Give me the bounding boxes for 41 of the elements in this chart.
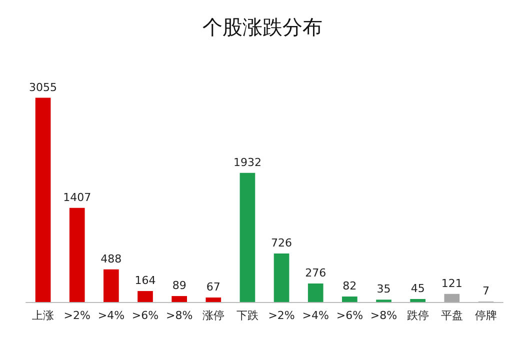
data-label: 7 bbox=[482, 284, 490, 298]
x-tick-label: >6% bbox=[132, 309, 159, 322]
x-tick-label: 停牌 bbox=[474, 309, 497, 322]
bar bbox=[240, 172, 256, 302]
data-label: 67 bbox=[206, 280, 220, 294]
bar bbox=[172, 296, 187, 302]
x-tick-label: 涨停 bbox=[202, 309, 224, 322]
x-tick-label: >8% bbox=[370, 309, 398, 322]
x-tick-label: >6% bbox=[336, 309, 364, 322]
bar bbox=[138, 291, 153, 302]
data-label: 1932 bbox=[233, 156, 262, 169]
x-tick-label: 上涨 bbox=[32, 309, 54, 322]
data-label: 726 bbox=[271, 236, 292, 250]
x-tick-label: >2% bbox=[64, 309, 90, 322]
data-label: 488 bbox=[100, 252, 122, 266]
data-label: 3055 bbox=[29, 80, 58, 94]
data-label: 45 bbox=[410, 282, 425, 295]
bar bbox=[35, 98, 51, 302]
data-label: 276 bbox=[305, 266, 326, 280]
data-label: 35 bbox=[376, 282, 391, 296]
data-label: 89 bbox=[172, 279, 186, 292]
data-label: 1407 bbox=[63, 190, 92, 204]
bar bbox=[308, 284, 324, 302]
bar bbox=[104, 269, 119, 302]
x-tick-label: >2% bbox=[268, 309, 295, 322]
x-tick-label: >4% bbox=[98, 309, 125, 322]
data-label: 164 bbox=[134, 274, 156, 288]
bar bbox=[410, 298, 426, 302]
data-label: 82 bbox=[342, 280, 357, 293]
bar bbox=[274, 253, 290, 302]
bar bbox=[206, 298, 222, 302]
bar bbox=[69, 208, 85, 302]
x-tick-label: >4% bbox=[302, 309, 329, 322]
x-tick-label: 下跌 bbox=[236, 309, 258, 322]
data-label: 121 bbox=[441, 276, 462, 290]
bar bbox=[444, 294, 460, 302]
x-tick-label: 平盘 bbox=[440, 309, 463, 322]
chart-title: 个股涨跌分布 bbox=[202, 15, 322, 39]
x-tick-label: 跌停 bbox=[406, 309, 429, 322]
bar bbox=[342, 296, 358, 302]
x-tick-label: >8% bbox=[166, 309, 193, 322]
